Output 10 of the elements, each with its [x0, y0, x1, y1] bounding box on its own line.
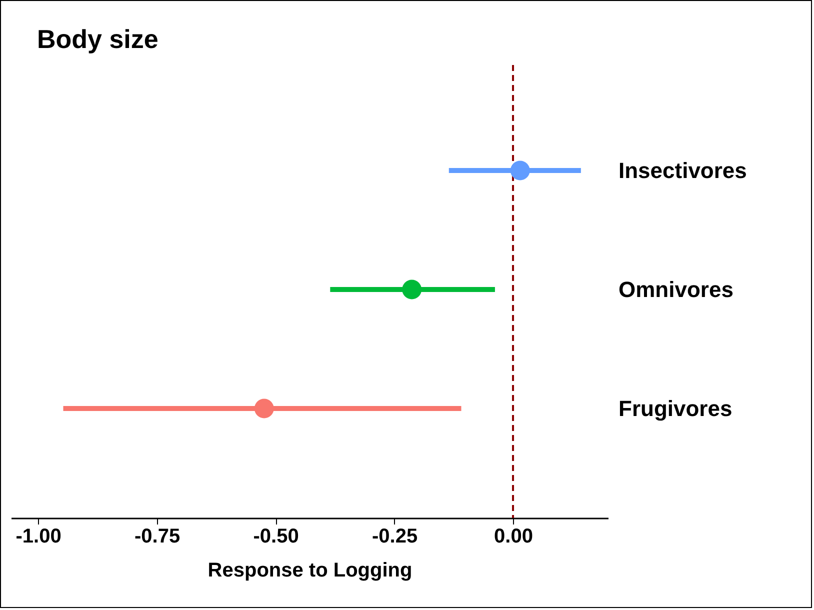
y-tick-label: Insectivores — [618, 158, 747, 183]
x-tick-label: -0.25 — [372, 526, 418, 548]
x-tick-label: -0.50 — [253, 526, 299, 548]
x-tick-label: -1.00 — [16, 526, 62, 548]
x-axis-title: Response to Logging — [208, 560, 412, 582]
x-tick-label: 0.00 — [494, 526, 533, 548]
x-tick-label: -0.75 — [134, 526, 180, 548]
y-tick-label: Omnivores — [618, 277, 734, 302]
chart-title: Body size — [37, 24, 158, 54]
y-tick-label: Frugivores — [618, 396, 732, 422]
